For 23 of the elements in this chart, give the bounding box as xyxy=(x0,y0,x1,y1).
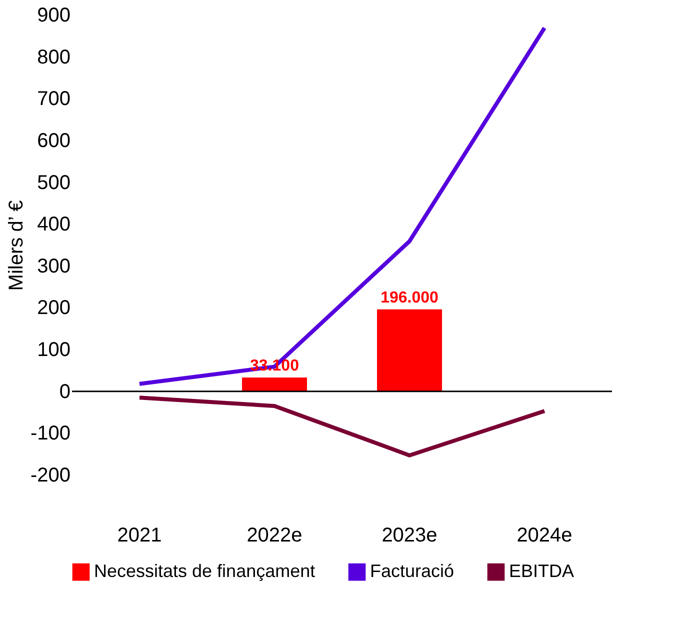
y-tick-label: 200 xyxy=(37,297,70,320)
y-tick-label: 100 xyxy=(37,339,70,362)
y-tick-label: -100 xyxy=(30,422,70,445)
line-series xyxy=(138,396,546,458)
y-tick-label: 700 xyxy=(37,88,70,110)
data-label: 196.000 xyxy=(380,289,439,306)
y-tick-label: -200 xyxy=(30,464,70,486)
legend-label: Necessitats de finançament xyxy=(94,561,316,582)
y-tick-label: 800 xyxy=(37,46,70,68)
legend-label: EBITDA xyxy=(509,561,574,582)
y-tick-label: 0 xyxy=(59,380,70,403)
y-tick-label: 600 xyxy=(37,130,70,152)
y-tick-label: 300 xyxy=(37,255,70,278)
y-axis-title: Milers d’ € xyxy=(5,200,28,291)
x-tick-label: 2024e xyxy=(516,524,572,546)
y-tick-label: 400 xyxy=(37,214,70,236)
legend-label: Facturació xyxy=(370,561,454,582)
y-tick-label: 900 xyxy=(37,4,70,26)
y-tick-label: 500 xyxy=(37,172,70,194)
line-series xyxy=(138,26,546,386)
x-tick-label: 2021 xyxy=(117,524,162,546)
x-tick-label: 2022e xyxy=(246,524,302,546)
x-tick-label: 2023e xyxy=(382,524,438,546)
